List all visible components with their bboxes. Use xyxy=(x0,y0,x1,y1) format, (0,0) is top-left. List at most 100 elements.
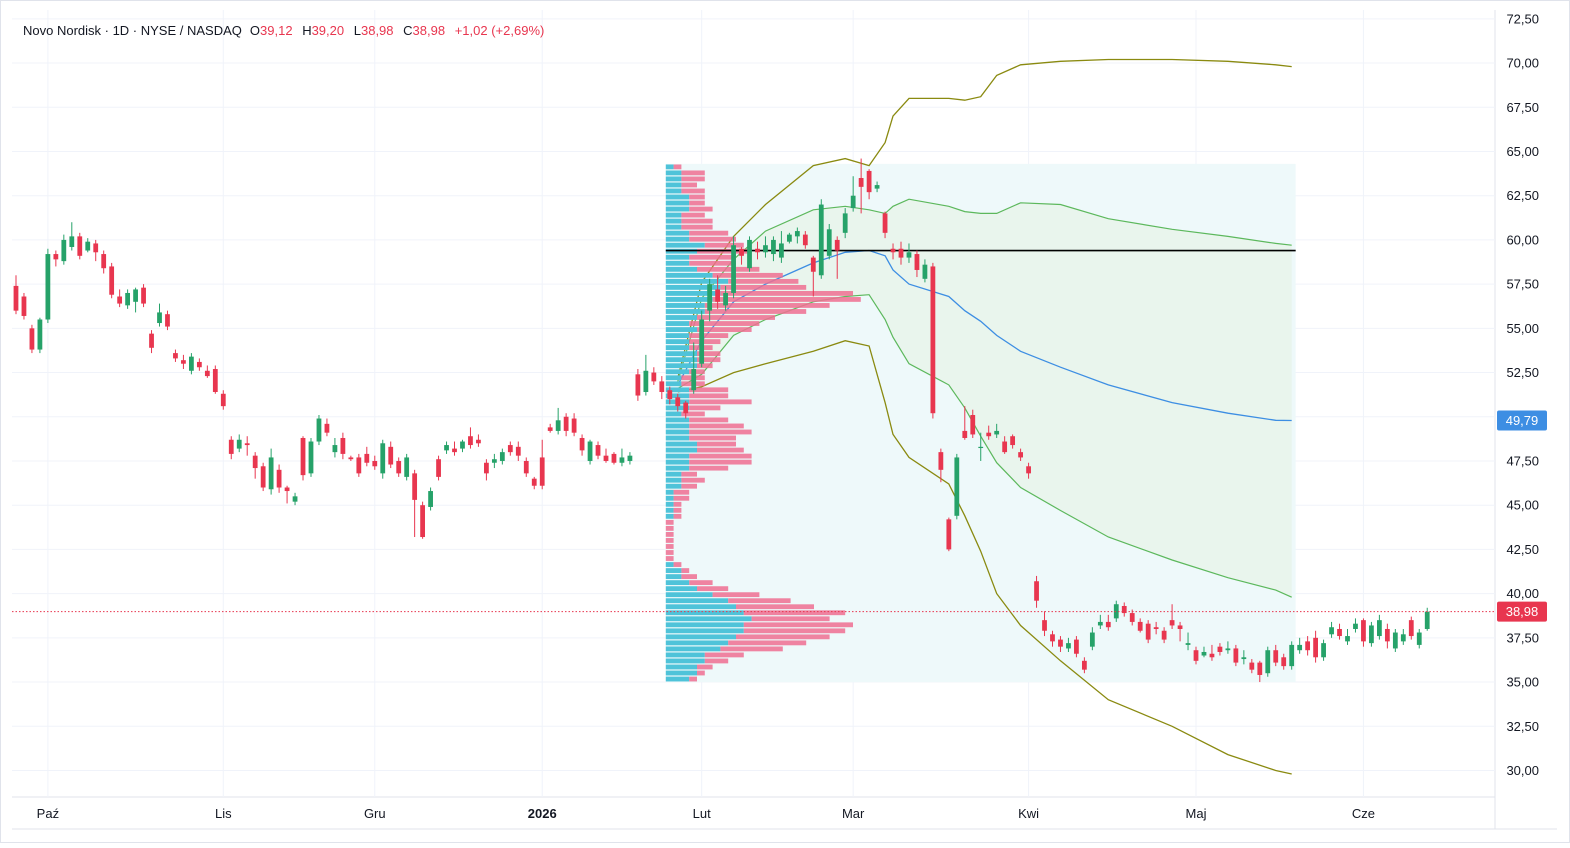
candle[interactable] xyxy=(1369,621,1374,647)
candle[interactable] xyxy=(220,390,226,410)
candle[interactable] xyxy=(914,250,920,278)
candle[interactable] xyxy=(826,223,832,260)
candle[interactable] xyxy=(882,211,888,239)
candle[interactable] xyxy=(468,427,473,449)
candle[interactable] xyxy=(1018,448,1023,461)
candle[interactable] xyxy=(491,453,497,469)
candle[interactable] xyxy=(149,330,154,354)
candle[interactable] xyxy=(1273,644,1279,667)
candle[interactable] xyxy=(922,259,928,283)
candle[interactable] xyxy=(380,439,386,479)
candle[interactable] xyxy=(53,250,59,267)
candle[interactable] xyxy=(978,432,984,461)
candle[interactable] xyxy=(1185,632,1191,651)
candle[interactable] xyxy=(779,231,784,263)
candle[interactable] xyxy=(810,255,816,297)
candle[interactable] xyxy=(1169,604,1175,629)
candle[interactable] xyxy=(212,365,218,394)
candle[interactable] xyxy=(284,485,290,504)
candle[interactable] xyxy=(1225,641,1231,654)
candle[interactable] xyxy=(619,448,625,467)
candle[interactable] xyxy=(396,457,402,477)
candle[interactable] xyxy=(13,275,19,315)
candle[interactable] xyxy=(763,236,768,258)
candle[interactable] xyxy=(85,238,91,253)
candle[interactable] xyxy=(196,358,202,371)
candle[interactable] xyxy=(436,455,441,481)
candle[interactable] xyxy=(994,423,1000,438)
candle[interactable] xyxy=(93,239,99,262)
candle[interactable] xyxy=(1026,462,1031,479)
candle[interactable] xyxy=(874,181,880,193)
candle[interactable] xyxy=(1241,650,1247,665)
candle[interactable] xyxy=(691,342,697,394)
candle[interactable] xyxy=(643,354,649,396)
candle[interactable] xyxy=(571,413,577,437)
candle[interactable] xyxy=(515,441,521,461)
candle[interactable] xyxy=(372,455,378,470)
candle[interactable] xyxy=(898,241,904,265)
candle[interactable] xyxy=(1376,614,1382,640)
candle[interactable] xyxy=(228,436,234,460)
candle[interactable] xyxy=(476,434,481,447)
candle[interactable] xyxy=(1305,636,1311,656)
candle[interactable] xyxy=(1345,628,1350,645)
candle[interactable] xyxy=(1066,637,1071,652)
candle[interactable] xyxy=(1265,646,1271,677)
candle[interactable] xyxy=(1392,628,1398,652)
candle[interactable] xyxy=(69,222,75,251)
candle[interactable] xyxy=(300,436,306,481)
candle[interactable] xyxy=(747,236,752,272)
candle[interactable] xyxy=(1137,618,1143,633)
candle[interactable] xyxy=(938,448,944,483)
candle[interactable] xyxy=(356,453,362,477)
candle[interactable] xyxy=(29,324,35,354)
candle[interactable] xyxy=(667,386,673,405)
candle[interactable] xyxy=(962,406,968,440)
candle[interactable] xyxy=(1121,602,1127,617)
candle[interactable] xyxy=(61,234,67,265)
candle[interactable] xyxy=(45,248,51,324)
candle[interactable] xyxy=(890,243,896,260)
candle[interactable] xyxy=(348,455,354,461)
candle[interactable] xyxy=(842,208,848,239)
candle[interactable] xyxy=(858,158,864,214)
candle[interactable] xyxy=(428,487,433,511)
candle[interactable] xyxy=(1217,643,1223,656)
candle[interactable] xyxy=(1129,609,1135,626)
candle[interactable] xyxy=(268,448,274,495)
candle[interactable] xyxy=(1289,641,1295,670)
candle[interactable] xyxy=(1257,660,1263,683)
candle[interactable] xyxy=(452,441,457,456)
candle[interactable] xyxy=(157,303,162,327)
candle[interactable] xyxy=(1281,653,1287,670)
candle[interactable] xyxy=(292,492,298,506)
candle[interactable] xyxy=(523,457,529,477)
candle[interactable] xyxy=(388,441,394,469)
candle[interactable] xyxy=(587,439,593,465)
candle[interactable] xyxy=(1313,630,1318,663)
candle[interactable] xyxy=(1042,611,1047,637)
candle[interactable] xyxy=(236,434,242,453)
candle[interactable] xyxy=(77,232,83,260)
candle[interactable] xyxy=(675,393,681,412)
candle[interactable] xyxy=(324,418,330,437)
candle[interactable] xyxy=(771,236,776,262)
candle[interactable] xyxy=(539,439,545,490)
candle[interactable] xyxy=(1361,618,1366,647)
candle[interactable] xyxy=(786,232,792,244)
candle[interactable] xyxy=(244,436,250,456)
candle[interactable] xyxy=(507,441,513,456)
candle[interactable] xyxy=(866,169,872,200)
candle[interactable] xyxy=(460,439,465,453)
candle[interactable] xyxy=(1416,628,1422,649)
candle[interactable] xyxy=(739,246,744,265)
candle[interactable] xyxy=(579,434,585,456)
candle[interactable] xyxy=(340,432,346,460)
candle[interactable] xyxy=(731,236,736,299)
candle[interactable] xyxy=(930,262,936,419)
candle[interactable] xyxy=(555,407,561,435)
candle[interactable] xyxy=(699,310,705,368)
candle[interactable] xyxy=(420,501,426,539)
candle[interactable] xyxy=(1329,621,1334,638)
